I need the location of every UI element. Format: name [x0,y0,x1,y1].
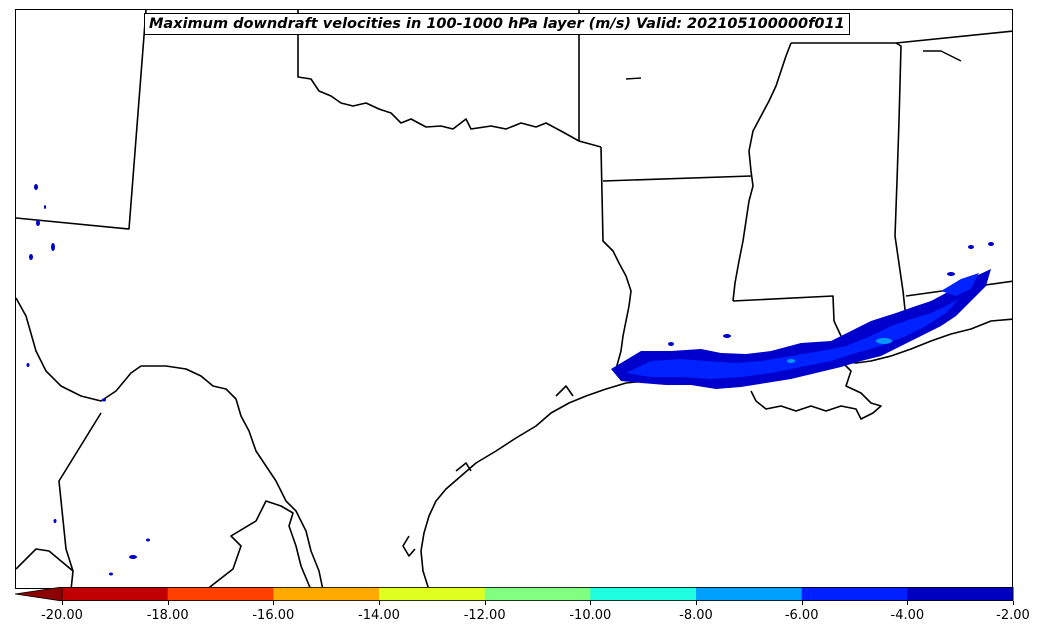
colorbar-tick-mark [907,601,909,605]
map-frame [15,9,1013,589]
colorbar-segment [379,587,486,601]
colorbar-tick-mark [273,601,275,605]
ar-la-border [602,175,752,182]
colorbar-tick-label: -6.00 [784,608,819,623]
downdraft-cells [26,184,994,576]
colorbar-segment [696,587,803,601]
ok-tx-border [297,10,602,148]
colorbar-tick-label: -8.00 [679,608,713,623]
tx-bay-3 [555,385,574,397]
ms-al-border [894,42,907,320]
colorbar-tick-label: -10.00 [569,608,612,623]
colorbar-tick-mark [167,601,169,605]
colorbar-segment [801,587,908,601]
colorbar-tick-label: -16.00 [252,608,295,623]
colorbar-segment [273,587,380,601]
colorbar-tick-label: -14.00 [358,608,400,623]
tx-la-border [600,146,632,370]
colorbar-tick-label: -18.00 [146,608,189,623]
mississippi-river [732,42,792,302]
tx-bay-1 [402,535,416,557]
colorbar-tick-label: -2.00 [996,608,1030,623]
colorbar-tick-mark [484,601,486,605]
colorbar-tick-mark [590,601,592,605]
tn-border [791,30,1012,44]
mexico-state-2 [16,548,74,572]
colorbar-segment [167,587,274,601]
colorbar-extend-triangle [15,587,63,601]
map-canvas [16,10,1012,588]
tx-bay-2 [455,462,472,472]
colorbar-tick-label: -20.00 [41,608,83,623]
rio-grande [16,297,324,588]
tx-nm-border [16,10,147,230]
colorbar-tick-mark [379,601,380,605]
lake-1 [625,77,642,80]
colorbar-tick-label: -4.00 [890,608,925,623]
colorbar-tick-mark [1013,601,1014,605]
colorbar-segment [62,587,169,601]
downdraft-band [611,269,991,389]
colorbar-segment [590,587,697,601]
map-title: Maximum downdraft velocities in 100-1000… [144,13,850,35]
la-delta [750,360,882,420]
colorbar-tick-mark [801,601,803,605]
mexico-state-3 [207,500,312,588]
lake-2 [923,50,962,62]
la-ms-31n [732,295,842,337]
downdraft-band-mod [626,273,979,379]
colorbar-outline [61,587,1014,601]
colorbar [15,587,1014,601]
colorbar-segment [484,587,591,601]
mexico-state-1 [58,412,102,588]
colorbar-tick-label: -12.00 [463,608,506,623]
colorbar-segment [907,587,1014,601]
colorbar-tick-mark [696,601,697,605]
downdraft-band-strong [787,338,892,363]
colorbar-tick-mark [62,601,63,605]
